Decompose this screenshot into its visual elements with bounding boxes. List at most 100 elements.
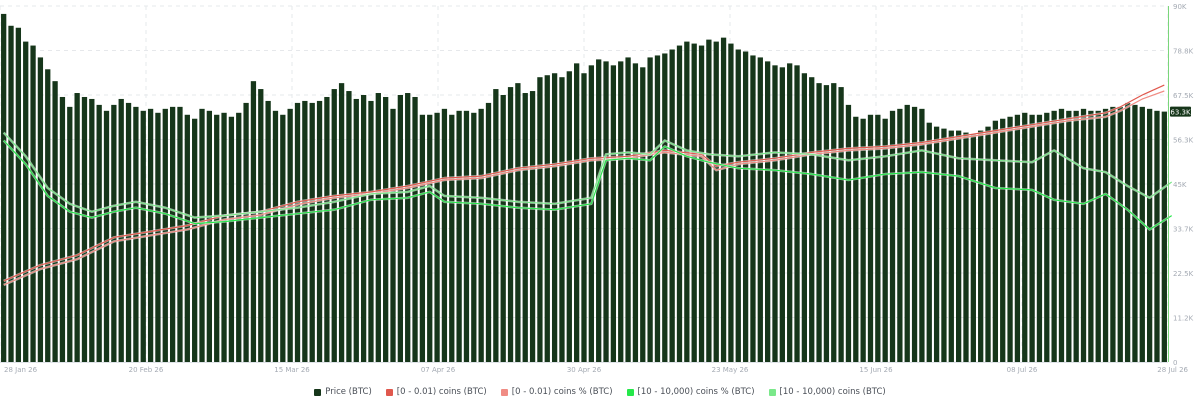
price-bar <box>1095 110 1101 362</box>
price-bar <box>515 83 521 362</box>
price-bar <box>478 108 484 362</box>
price-bar <box>30 45 36 363</box>
price-bar <box>309 102 315 363</box>
price-bar <box>596 59 602 363</box>
price-bar <box>162 108 168 362</box>
price-bar <box>74 93 80 363</box>
price-bar <box>412 96 418 362</box>
price-bar <box>1022 112 1028 362</box>
price-bar <box>684 41 690 362</box>
price-bar <box>728 43 734 362</box>
price-bar <box>720 37 727 363</box>
price-bar <box>507 87 514 362</box>
x-tick-label: 30 Apr 26 <box>567 366 602 374</box>
price-bar <box>941 128 947 362</box>
price-bar <box>236 112 242 362</box>
price-bar <box>787 63 793 362</box>
price-bar <box>427 114 433 363</box>
legend-item[interactable]: [10 - 10,000) coins % (BTC) <box>626 387 755 397</box>
price-bar <box>632 63 639 362</box>
price-bar <box>192 118 198 362</box>
price-bar <box>779 67 785 363</box>
series-line-3 <box>3 140 1173 231</box>
price-bar <box>698 45 705 363</box>
legend-swatch <box>626 388 634 396</box>
price-bar <box>625 57 631 363</box>
series-line-4 <box>3 132 1173 219</box>
price-bar <box>214 114 220 363</box>
price-bar <box>985 126 991 363</box>
legend-label: [10 - 10,000) coins % (BTC) <box>637 387 755 397</box>
price-bar <box>96 104 102 362</box>
price-bar <box>111 104 117 362</box>
price-bar <box>537 77 543 362</box>
price-bar <box>199 108 205 362</box>
price-bar <box>228 116 235 362</box>
price-bar <box>860 118 866 362</box>
x-tick-label: 28 Jul 26 <box>1157 366 1188 374</box>
price-bar <box>37 57 44 363</box>
last-value-badge <box>1170 106 1191 117</box>
legend-swatch <box>500 388 508 396</box>
price-bar <box>801 73 808 362</box>
price-bar <box>845 104 852 362</box>
y-tick-label: 78.8K <box>1173 48 1194 56</box>
price-bar <box>691 43 697 362</box>
legend-item[interactable]: Price (BTC) <box>314 387 372 397</box>
price-bar <box>184 114 190 363</box>
price-bar <box>368 100 374 362</box>
legend-item[interactable]: [0 - 0.01) coins % (BTC) <box>500 387 613 397</box>
price-bar <box>1044 112 1050 362</box>
price-bar <box>640 67 646 363</box>
legend-label: [0 - 0.01) coins (BTC) <box>396 387 487 397</box>
price-bar <box>603 61 609 362</box>
price-bar <box>125 102 132 363</box>
price-bar <box>919 108 925 362</box>
legend-item[interactable]: [0 - 0.01) coins (BTC) <box>385 387 487 397</box>
price-bar <box>23 41 29 362</box>
price-bar <box>970 134 976 362</box>
price-bar <box>948 130 954 362</box>
price-bar <box>1036 114 1043 363</box>
price-bar <box>647 57 653 363</box>
price-bar <box>669 49 675 363</box>
price-bar <box>1110 106 1116 362</box>
y-tick-label: 67.5K <box>1173 92 1194 100</box>
price-bar <box>522 93 528 363</box>
price-bar <box>1088 110 1094 362</box>
price-bar <box>353 98 359 362</box>
price-bar <box>963 132 969 362</box>
price-bar <box>383 96 389 362</box>
price-bar <box>750 55 756 362</box>
price-bar <box>544 75 550 362</box>
price-bar <box>1073 110 1079 362</box>
price-bar <box>397 95 403 362</box>
price-bar <box>911 106 918 362</box>
legend-item[interactable]: [10 - 10,000) coins (BTC) <box>768 387 886 397</box>
price-bar <box>897 108 903 362</box>
price-bar <box>302 100 308 362</box>
price-bar <box>52 81 58 363</box>
price-bar <box>978 130 984 362</box>
y-tick-label: 0 <box>1173 359 1177 367</box>
price-bar <box>1058 108 1065 362</box>
price-bar <box>471 112 477 362</box>
price-bar <box>889 110 896 362</box>
x-tick-label: 15 Jun 26 <box>859 366 893 374</box>
price-bar <box>1007 116 1013 362</box>
legend-label: [0 - 0.01) coins % (BTC) <box>511 387 613 397</box>
price-bar <box>89 98 95 362</box>
price-bar <box>390 108 396 362</box>
price-bar <box>272 110 279 362</box>
price-bar <box>456 110 462 362</box>
price-bar <box>588 65 594 362</box>
price-bar <box>882 118 888 362</box>
price-bar <box>81 96 88 362</box>
legend-label: Price (BTC) <box>325 387 372 397</box>
price-bar <box>875 114 881 363</box>
price-bar <box>1051 110 1057 362</box>
price-bar <box>155 112 161 362</box>
legend-swatch <box>768 388 776 396</box>
x-tick-label: 08 Jul 26 <box>1007 366 1038 374</box>
